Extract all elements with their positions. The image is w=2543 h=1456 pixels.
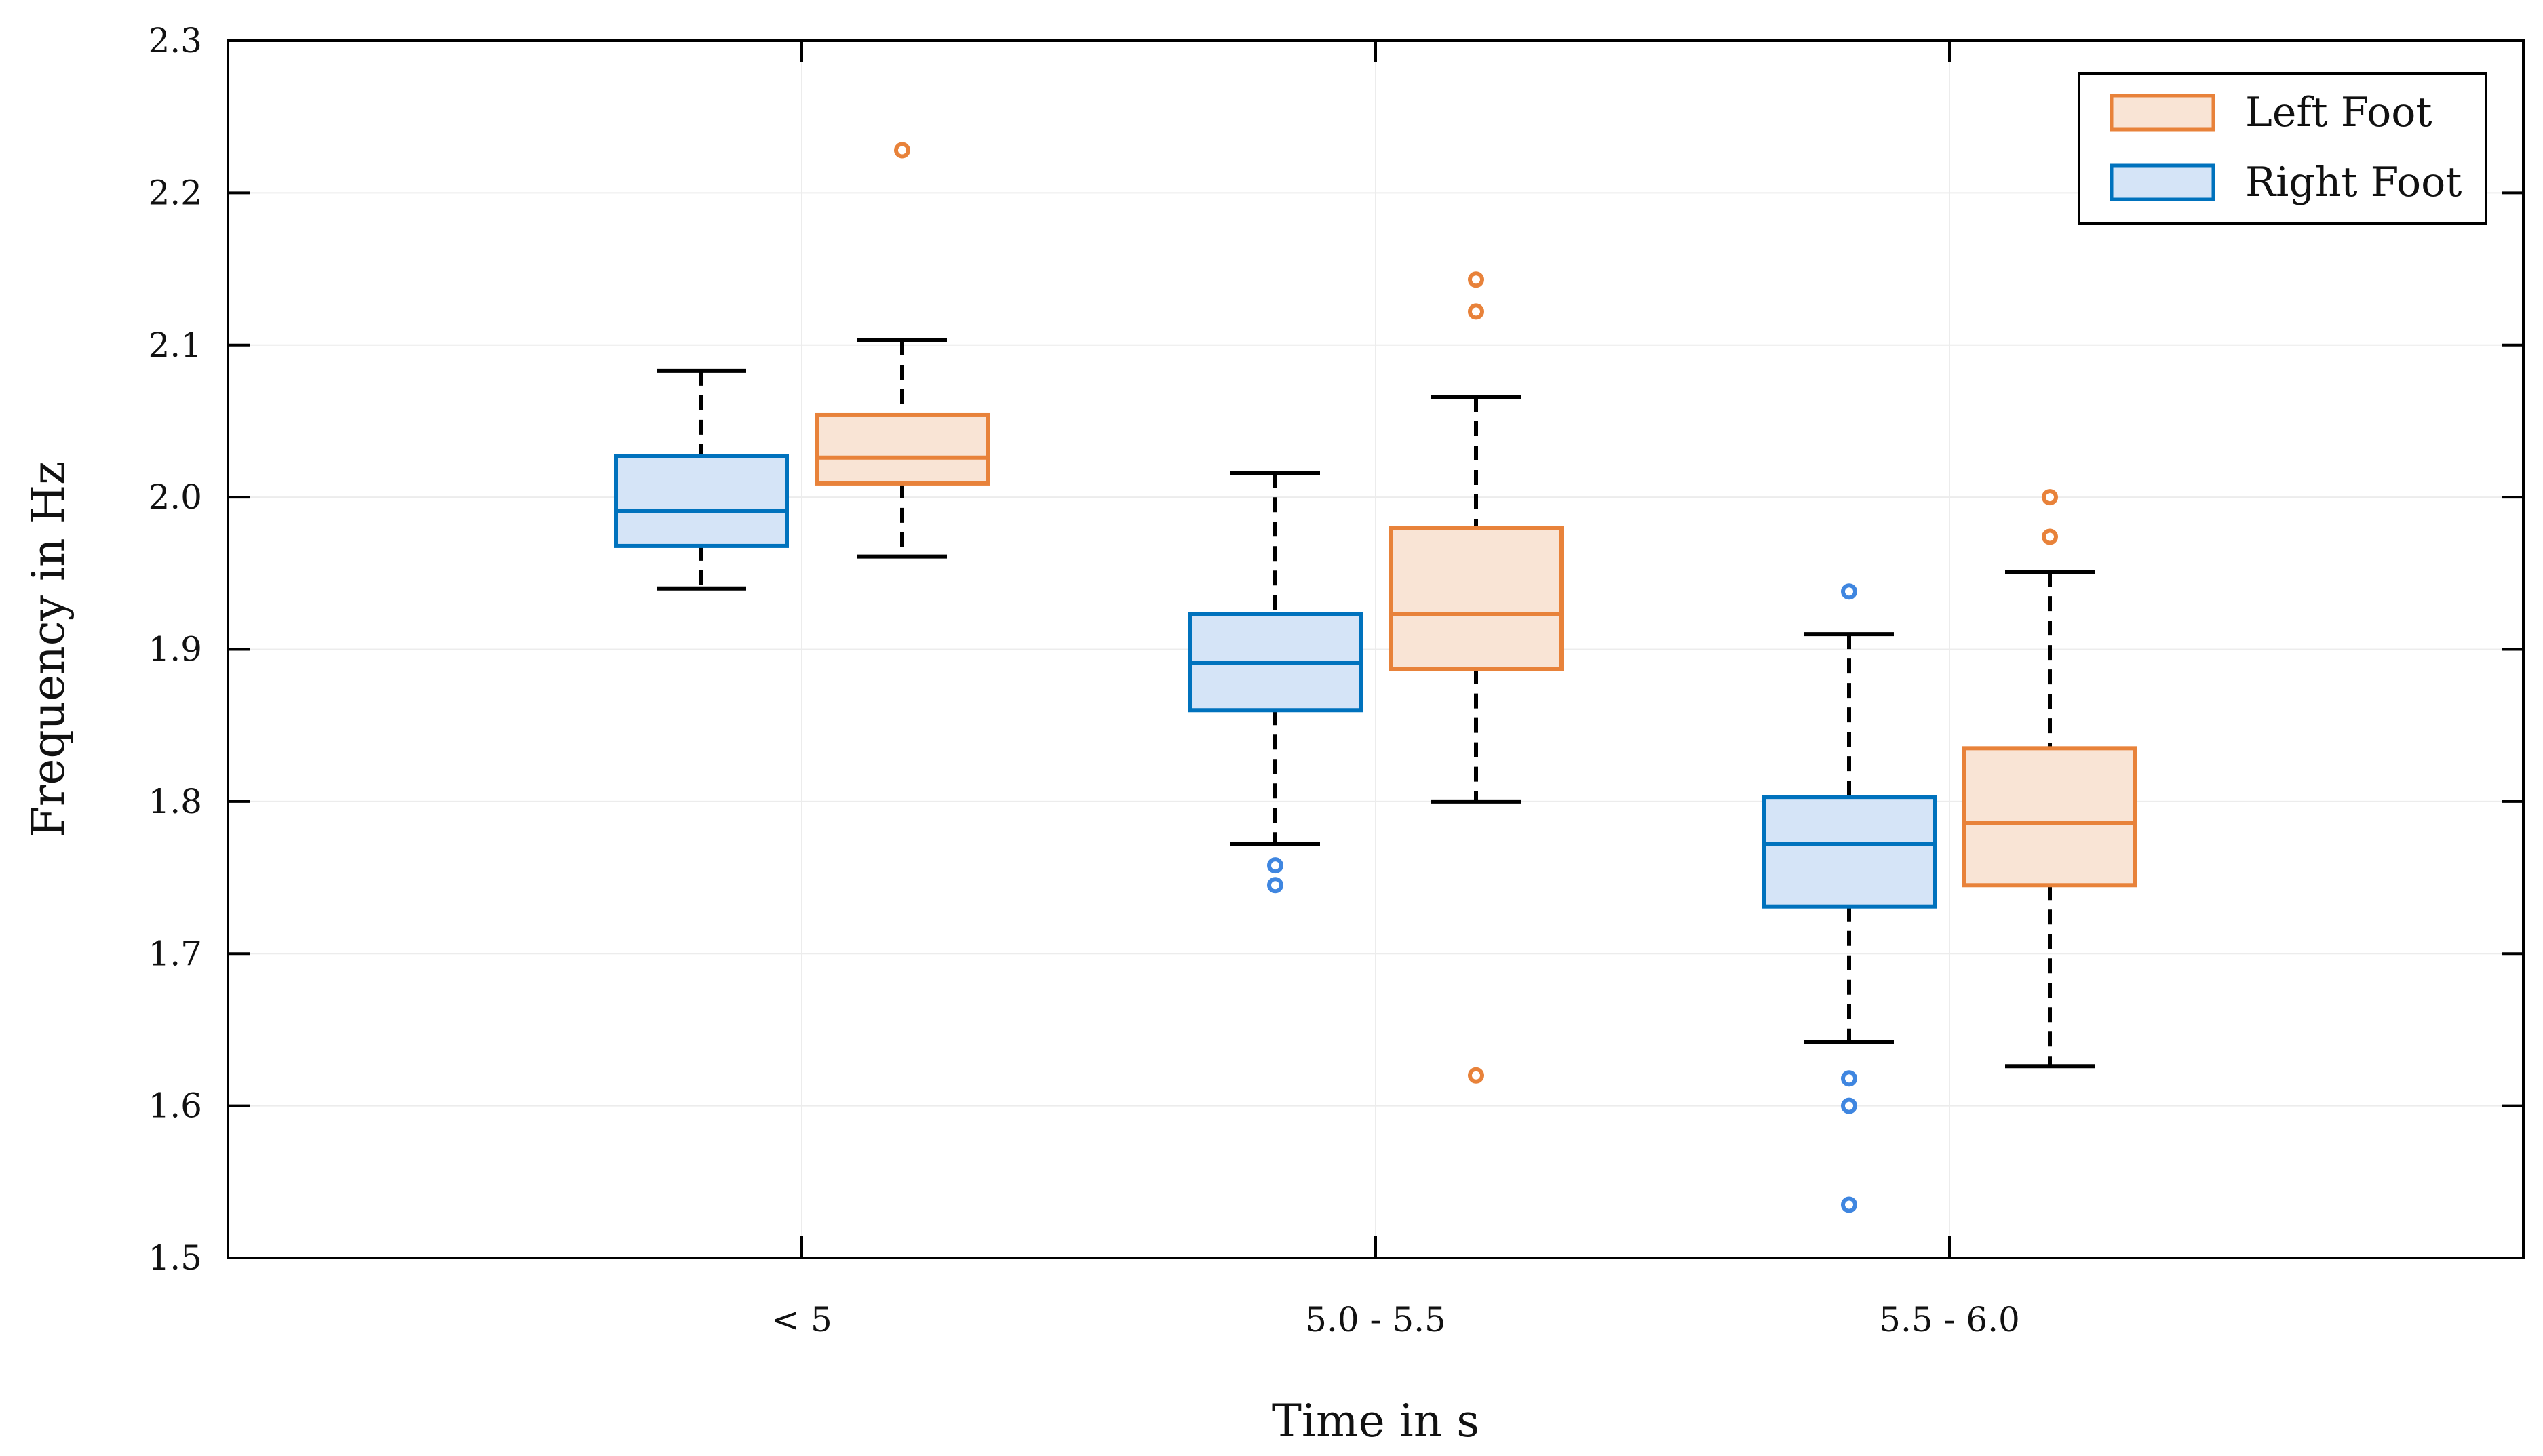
outlier-point xyxy=(1841,1196,1857,1213)
outlier-point xyxy=(1468,303,1484,320)
y-tick-label: 1.9 xyxy=(148,630,202,669)
outlier-point xyxy=(1267,857,1283,874)
outlier-point xyxy=(1841,583,1857,600)
outlier-point xyxy=(1468,271,1484,288)
y-tick-label: 1.6 xyxy=(148,1086,202,1126)
y-axis-title: Frequency in Hz xyxy=(22,461,75,838)
legend: Left Foot Right Foot xyxy=(2078,72,2487,225)
outlier-point xyxy=(1468,1067,1484,1084)
x-tick-label: 5.5 - 6.0 xyxy=(1879,1300,2020,1339)
box-group-left-foot xyxy=(1389,271,1564,1084)
box-groups xyxy=(614,142,2137,1213)
x-axis-title: Time in s xyxy=(1272,1395,1479,1447)
outlier-point xyxy=(1841,1070,1857,1087)
y-tick-label: 2.2 xyxy=(148,173,202,212)
outlier-point xyxy=(1841,1097,1857,1114)
legend-label: Right Foot xyxy=(2245,159,2462,206)
box-iqr xyxy=(614,454,789,548)
y-tick-label: 2.3 xyxy=(148,21,202,60)
y-tick-label: 2.0 xyxy=(148,477,202,517)
outlier-point xyxy=(1267,877,1283,894)
outlier-point xyxy=(2042,528,2058,545)
legend-swatch-left-foot xyxy=(2110,94,2215,132)
outlier-point xyxy=(2042,489,2058,506)
outlier-point xyxy=(894,142,910,159)
plot-area-frame xyxy=(227,39,2525,1259)
x-tick-label: < 5 xyxy=(771,1300,832,1339)
y-tick-label: 2.1 xyxy=(148,326,202,365)
legend-label: Left Foot xyxy=(2245,89,2432,136)
box-iqr xyxy=(815,412,990,486)
box-group-right-foot xyxy=(614,368,789,591)
box-group-left-foot xyxy=(815,142,990,559)
y-tick-label: 1.8 xyxy=(148,782,202,821)
y-tick-label: 1.7 xyxy=(148,934,202,973)
box-group-right-foot xyxy=(1762,583,1937,1213)
tick-labels: 1.5 1.6 1.7 1.8 1.9 2.0 2.1 2.2 2.3 < 5 5.0 - 5.5 5… xyxy=(148,21,2019,1339)
box-iqr xyxy=(1389,526,1564,671)
legend-swatch-right-foot xyxy=(2110,163,2215,201)
box-group-left-foot xyxy=(1962,489,2137,1069)
box-iqr xyxy=(1962,746,2137,888)
box-iqr xyxy=(1762,795,1937,909)
box-group-right-foot xyxy=(1188,471,1363,894)
y-tick-label: 1.5 xyxy=(148,1238,202,1278)
x-tick-label: 5.0 - 5.5 xyxy=(1305,1300,1446,1339)
